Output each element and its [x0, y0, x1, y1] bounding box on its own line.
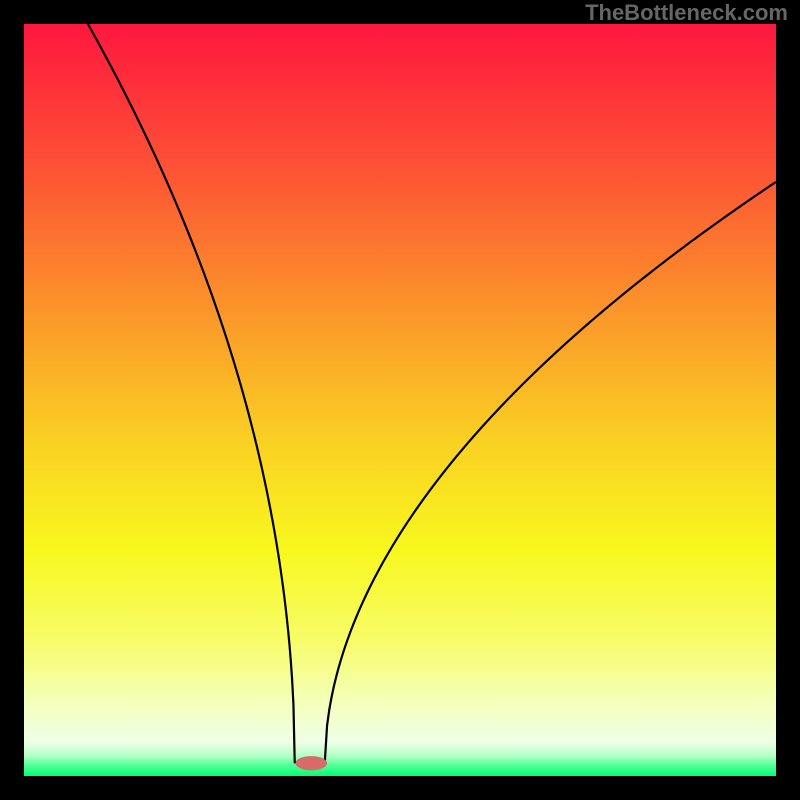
chart-plot-area	[24, 24, 776, 776]
cusp-marker	[295, 756, 327, 770]
watermark-text: TheBottleneck.com	[585, 0, 788, 26]
chart-background	[24, 24, 776, 776]
chart-svg	[24, 24, 776, 776]
